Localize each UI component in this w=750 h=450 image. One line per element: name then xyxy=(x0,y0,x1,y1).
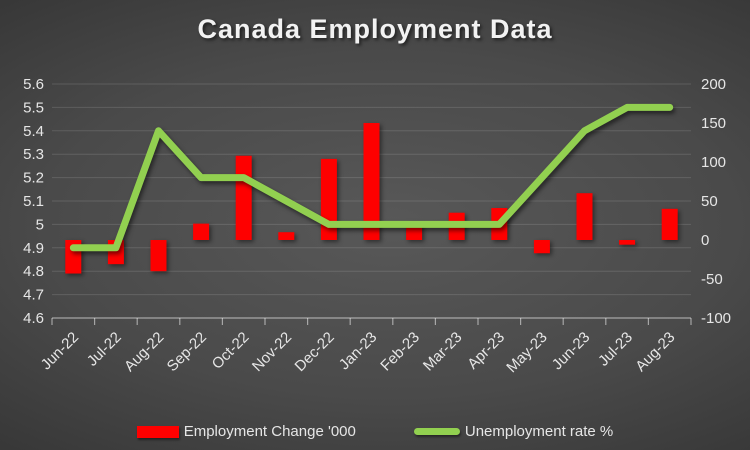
legend-label-unemployment-rate: Unemployment rate % xyxy=(464,423,614,440)
x-axis-label: Aug-22 xyxy=(121,329,167,375)
bar-Aug-22[interactable] xyxy=(150,240,167,272)
y-axis-right-tick-label: -100 xyxy=(701,310,731,327)
bar-Nov-22[interactable] xyxy=(278,232,295,240)
y-axis-right-tick-label: 200 xyxy=(701,76,726,93)
y-axis-right-tick-label: 100 xyxy=(701,154,726,171)
x-axis-label: Jan-23 xyxy=(336,329,380,373)
x-axis-label: Feb-23 xyxy=(377,329,423,375)
x-axis-label: Oct-22 xyxy=(209,329,253,373)
bar-May-23[interactable] xyxy=(533,240,550,254)
x-axis-label: Jun-23 xyxy=(549,329,593,373)
y-axis-left-tick-label: 5.1 xyxy=(23,193,44,210)
bar-Sep-22[interactable] xyxy=(193,223,210,240)
x-axis-label: Sep-22 xyxy=(164,329,210,375)
y-axis-left-tick-label: 5 xyxy=(36,216,44,233)
x-axis-label: Aug-23 xyxy=(632,329,678,375)
x-axis-label: Apr-23 xyxy=(464,329,508,373)
x-axis-label: Mar-23 xyxy=(420,329,466,375)
x-axis-label: Jul-22 xyxy=(84,329,125,370)
y-axis-left-tick-label: 5.4 xyxy=(23,123,44,140)
y-axis-left-tick-label: 4.6 xyxy=(23,310,44,327)
x-axis-label: Jul-23 xyxy=(595,329,636,370)
y-axis-left-tick-label: 5.6 xyxy=(23,76,44,93)
bar-Aug-23[interactable] xyxy=(661,208,678,240)
legend-line-swatch-icon xyxy=(413,428,460,435)
y-axis-left-tick-label: 5.5 xyxy=(23,99,44,116)
y-axis-right-tick-label: 150 xyxy=(701,115,726,132)
bar-Oct-22[interactable] xyxy=(235,155,252,240)
bar-Jun-23[interactable] xyxy=(576,193,593,240)
y-axis-right-tick-label: -50 xyxy=(701,271,723,288)
bar-Jul-23[interactable] xyxy=(619,240,636,245)
y-axis-right-tick-label: 50 xyxy=(701,193,718,210)
y-axis-left-tick-label: 4.7 xyxy=(23,287,44,304)
unemployment-rate-line[interactable] xyxy=(69,103,674,252)
y-axis-left-tick-label: 5.3 xyxy=(23,146,44,163)
legend-bar-swatch-icon xyxy=(136,425,179,438)
chart-title: Canada Employment Data xyxy=(197,14,553,44)
y-axis-left-tick-label: 5.2 xyxy=(23,170,44,187)
x-axis-label: Jun-22 xyxy=(38,329,82,373)
y-axis-right-tick-label: 0 xyxy=(701,232,709,249)
x-axis-label: May-23 xyxy=(503,329,550,376)
bar-Jan-23[interactable] xyxy=(363,123,380,240)
y-axis-left-tick-label: 4.9 xyxy=(23,240,44,257)
legend: Employment Change '000 Unemployment rate… xyxy=(0,423,750,440)
legend-item-unemployment-rate[interactable]: Unemployment rate % xyxy=(413,423,614,440)
legend-label-employment-change: Employment Change '000 xyxy=(183,423,356,440)
y-axis-left-tick-label: 4.8 xyxy=(23,263,44,280)
legend-item-employment-change[interactable]: Employment Change '000 xyxy=(136,423,356,440)
bar-series xyxy=(65,123,678,274)
x-axis-label: Dec-22 xyxy=(292,329,338,375)
x-axis-label: Nov-22 xyxy=(249,329,295,375)
